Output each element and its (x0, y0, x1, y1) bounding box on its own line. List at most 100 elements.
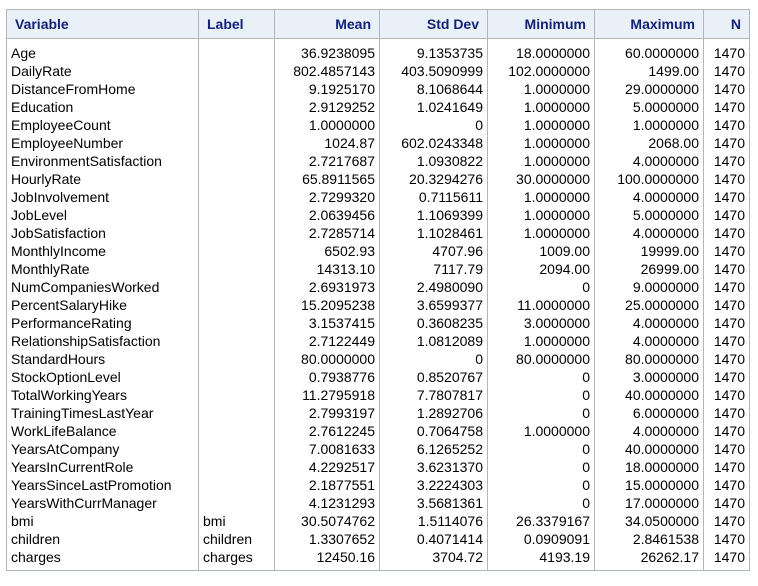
std-dev-cell: 3.6599377 (379, 296, 488, 314)
column-header-variable: Variable (6, 9, 199, 39)
column-header-n: N (703, 9, 750, 39)
std-dev-cell: 2.4980090 (379, 278, 488, 296)
label-cell (198, 440, 275, 458)
variable-cell: EmployeeCount (6, 116, 199, 134)
label-cell (198, 260, 275, 278)
minimum-cell: 0 (487, 494, 595, 512)
mean-cell: 2.7285714 (274, 224, 380, 242)
std-dev-cell: 1.0241649 (379, 98, 488, 116)
n-cell: 1470 (703, 188, 750, 206)
minimum-cell: 18.0000000 (487, 38, 595, 62)
minimum-cell: 1.0000000 (487, 152, 595, 170)
variable-cell: EnvironmentSatisfaction (6, 152, 199, 170)
std-dev-cell: 7.7807817 (379, 386, 488, 404)
table-row: bmi bmi 30.5074762 1.5114076 26.3379167 34.05… (6, 512, 750, 530)
minimum-cell: 30.0000000 (487, 170, 595, 188)
minimum-cell: 4193.19 (487, 548, 595, 571)
mean-cell: 12450.16 (274, 548, 380, 571)
std-dev-cell: 1.0930822 (379, 152, 488, 170)
label-cell (198, 38, 275, 62)
maximum-cell: 4.0000000 (594, 314, 704, 332)
variable-cell: EmployeeNumber (6, 134, 199, 152)
mean-cell: 2.7612245 (274, 422, 380, 440)
mean-cell: 4.2292517 (274, 458, 380, 476)
table-row: MonthlyIncome 6502.93 4707.96 1009.00 19999.… (6, 242, 750, 260)
variable-cell: JobLevel (6, 206, 199, 224)
n-cell: 1470 (703, 62, 750, 80)
n-cell: 1470 (703, 314, 750, 332)
mean-cell: 2.7299320 (274, 188, 380, 206)
label-cell (198, 296, 275, 314)
std-dev-cell: 3.6231370 (379, 458, 488, 476)
mean-cell: 6502.93 (274, 242, 380, 260)
minimum-cell: 1.0000000 (487, 188, 595, 206)
minimum-cell: 1.0000000 (487, 116, 595, 134)
column-header-mean: Mean (274, 9, 380, 39)
n-cell: 1470 (703, 206, 750, 224)
table-row: YearsInCurrentRole 4.2292517 3.6231370 0 18.… (6, 458, 750, 476)
label-cell (198, 422, 275, 440)
mean-cell: 11.2795918 (274, 386, 380, 404)
table-row: EnvironmentSatisfaction 2.7217687 1.093082… (6, 152, 750, 170)
table-row: MonthlyRate 14313.10 7117.79 2094.00 26999.0… (6, 260, 750, 278)
label-cell (198, 224, 275, 242)
n-cell: 1470 (703, 368, 750, 386)
variable-cell: children (6, 530, 199, 548)
std-dev-cell: 0 (379, 116, 488, 134)
std-dev-cell: 0.7064758 (379, 422, 488, 440)
mean-cell: 1024.87 (274, 134, 380, 152)
maximum-cell: 3.0000000 (594, 368, 704, 386)
minimum-cell: 0 (487, 476, 595, 494)
mean-cell: 15.2095238 (274, 296, 380, 314)
variable-cell: bmi (6, 512, 199, 530)
minimum-cell: 1.0000000 (487, 422, 595, 440)
table-row: PercentSalaryHike 15.2095238 3.6599377 11.0… (6, 296, 750, 314)
minimum-cell: 1009.00 (487, 242, 595, 260)
variable-cell: MonthlyRate (6, 260, 199, 278)
maximum-cell: 19999.00 (594, 242, 704, 260)
maximum-cell: 5.0000000 (594, 206, 704, 224)
table-row: TrainingTimesLastYear 2.7993197 1.2892706 0… (6, 404, 750, 422)
std-dev-cell: 4707.96 (379, 242, 488, 260)
minimum-cell: 0.0909091 (487, 530, 595, 548)
minimum-cell: 80.0000000 (487, 350, 595, 368)
std-dev-cell: 3.5681361 (379, 494, 488, 512)
n-cell: 1470 (703, 458, 750, 476)
minimum-cell: 1.0000000 (487, 80, 595, 98)
mean-cell: 14313.10 (274, 260, 380, 278)
table-row: EmployeeNumber 1024.87 602.0243348 1.000000… (6, 134, 750, 152)
variable-cell: DistanceFromHome (6, 80, 199, 98)
table-row: YearsAtCompany 7.0081633 6.1265252 0 40.0000… (6, 440, 750, 458)
n-cell: 1470 (703, 278, 750, 296)
label-cell (198, 98, 275, 116)
label-cell (198, 206, 275, 224)
mean-cell: 2.7122449 (274, 332, 380, 350)
variable-cell: PercentSalaryHike (6, 296, 199, 314)
n-cell: 1470 (703, 116, 750, 134)
label-cell (198, 332, 275, 350)
mean-cell: 2.9129252 (274, 98, 380, 116)
n-cell: 1470 (703, 440, 750, 458)
variable-cell: TotalWorkingYears (6, 386, 199, 404)
variable-cell: WorkLifeBalance (6, 422, 199, 440)
mean-cell: 2.6931973 (274, 278, 380, 296)
minimum-cell: 0 (487, 404, 595, 422)
minimum-cell: 3.0000000 (487, 314, 595, 332)
minimum-cell: 2094.00 (487, 260, 595, 278)
maximum-cell: 2.8461538 (594, 530, 704, 548)
n-cell: 1470 (703, 80, 750, 98)
label-cell (198, 188, 275, 206)
mean-cell: 9.1925170 (274, 80, 380, 98)
table-row: WorkLifeBalance 2.7612245 0.7064758 1.00000… (6, 422, 750, 440)
std-dev-cell: 403.5090999 (379, 62, 488, 80)
std-dev-cell: 3.2224303 (379, 476, 488, 494)
table-row: JobLevel 2.0639456 1.1069399 1.0000000 5.000… (6, 206, 750, 224)
std-dev-cell: 1.0812089 (379, 332, 488, 350)
n-cell: 1470 (703, 422, 750, 440)
n-cell: 1470 (703, 152, 750, 170)
mean-cell: 65.8911565 (274, 170, 380, 188)
variable-cell: YearsSinceLastPromotion (6, 476, 199, 494)
maximum-cell: 40.0000000 (594, 440, 704, 458)
minimum-cell: 26.3379167 (487, 512, 595, 530)
maximum-cell: 34.0500000 (594, 512, 704, 530)
